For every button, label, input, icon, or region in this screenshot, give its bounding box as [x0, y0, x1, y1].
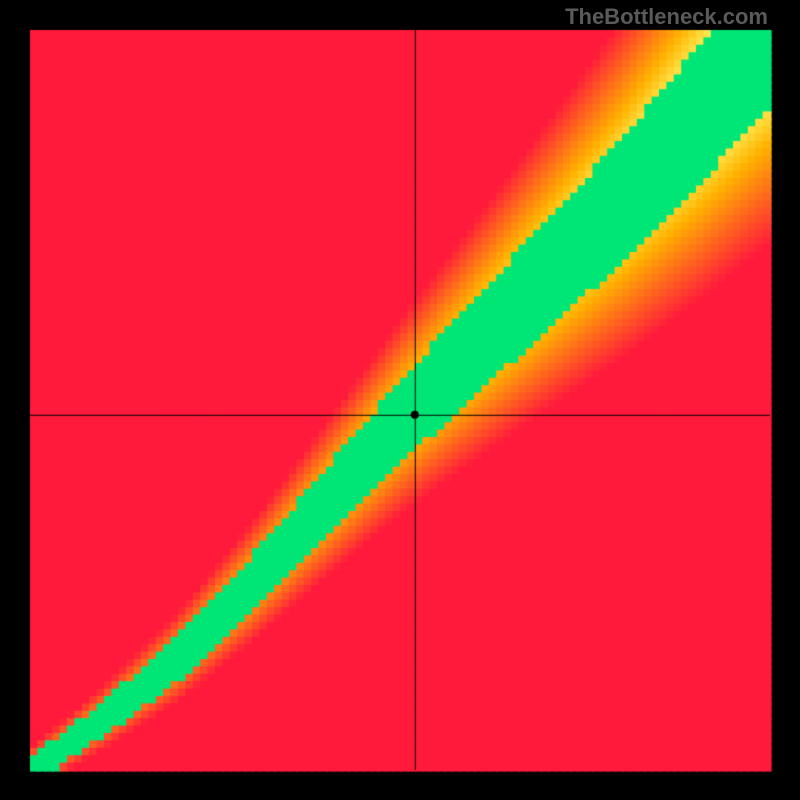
- chart-container: { "watermark": { "text": "TheBottleneck.…: [0, 0, 800, 800]
- watermark-text: TheBottleneck.com: [565, 4, 768, 30]
- crosshair-overlay: [0, 0, 800, 800]
